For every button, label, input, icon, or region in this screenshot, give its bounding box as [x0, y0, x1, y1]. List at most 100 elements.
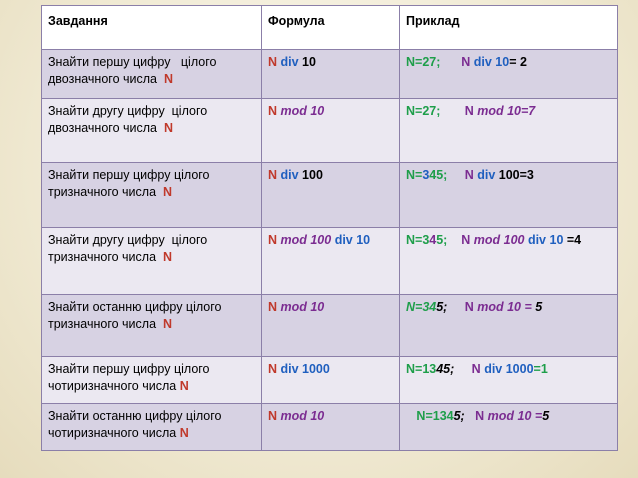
formula-segment: mod 100: [280, 233, 335, 247]
formula-segment: div 10: [334, 233, 371, 247]
example-segment: 4: [429, 233, 437, 247]
example-segment: N: [440, 55, 474, 69]
example-segment: mod 10 =: [487, 409, 543, 423]
example-segment: N: [454, 362, 485, 376]
formula-segment: N: [268, 362, 281, 376]
table-row: Знайти другу цифру цілого двозначного чис…: [41, 98, 618, 163]
task-variable: N: [162, 250, 173, 264]
formula-cell: N div 100: [261, 162, 400, 228]
task-line: чотиризначного числа: [48, 379, 180, 393]
example-cell: N=1345; N div 1000=1: [399, 356, 618, 404]
table-row: Знайти останню цифру цілого чотиризначног…: [41, 403, 618, 451]
example-segment: N: [464, 409, 488, 423]
example-segment: = 2: [509, 55, 527, 69]
formula-cell: N mod 10: [261, 294, 400, 357]
task-variable: N: [162, 185, 173, 199]
table-row: Знайти другу цифру цілого тризначного чис…: [41, 227, 618, 295]
formula-segment: N: [268, 409, 281, 423]
formula-cell: N div 1000: [261, 356, 400, 404]
task-variable: N: [179, 426, 189, 440]
formula-cell: N mod 100 div 10: [261, 227, 400, 295]
example-segment: 10: [491, 55, 510, 69]
table-row: Знайти першу цифру цілого тризначного чис…: [41, 162, 618, 228]
example-segment: N=34: [406, 300, 437, 314]
task-line: двозначного числа: [48, 121, 164, 135]
formula-segment: 100: [298, 168, 323, 182]
task-cell: Знайти другу цифру цілого тризначного чис…: [41, 227, 262, 295]
example-segment: 45;: [436, 362, 455, 376]
table-row: Знайти останню цифру цілого тризначного ч…: [41, 294, 618, 357]
formula-segment: 10: [298, 55, 316, 69]
formula-segment: div 1000: [280, 362, 330, 376]
task-line: Знайти останню цифру цілого: [48, 300, 222, 314]
task-cell: Знайти другу цифру цілого двозначного чис…: [41, 98, 262, 163]
formula-cell: N div 10: [261, 49, 400, 99]
formula-segment: mod 10: [280, 104, 325, 118]
task-line: Знайти першу цифру цілого: [48, 362, 210, 376]
task-line: Знайти першу цифру цілого: [48, 55, 217, 69]
task-variable: N: [162, 317, 173, 331]
formula-segment: N: [268, 233, 281, 247]
task-cell: Знайти першу цифру цілого тризначного чис…: [41, 162, 262, 228]
formula-segment: N: [268, 168, 281, 182]
example-segment: 45;: [429, 168, 448, 182]
task-line: чотиризначного числа: [48, 426, 180, 440]
example-segment: 5: [542, 409, 550, 423]
example-cell: N=345; N mod 100 div 10 =4: [399, 227, 618, 295]
example-segment: N: [447, 300, 478, 314]
formula-segment: N: [268, 104, 281, 118]
example-segment: div 10: [527, 233, 567, 247]
example-segment: 5;: [453, 409, 465, 423]
table-row: Знайти першу цифру цілого двозначного чис…: [41, 49, 618, 99]
task-line: Знайти першу цифру цілого: [48, 168, 210, 182]
example-segment: N=27;: [406, 55, 441, 69]
example-segment: N: [447, 233, 474, 247]
header-task: Завдання: [41, 5, 262, 50]
header-example: Приклад: [399, 5, 618, 50]
example-segment: N=: [406, 168, 423, 182]
task-line: Знайти другу цифру цілого: [48, 233, 208, 247]
example-cell: N=27; N mod 10=7: [399, 98, 618, 163]
formula-cell: N mod 10: [261, 403, 400, 451]
formula-segment: div: [280, 55, 299, 69]
formula-segment: mod 10: [280, 409, 325, 423]
example-segment: =4: [566, 233, 582, 247]
task-line: Знайти другу цифру цілого: [48, 104, 208, 118]
example-cell: N=27; N div 10= 2: [399, 49, 618, 99]
example-segment: N=13: [406, 362, 437, 376]
header-formula: Формула: [261, 5, 400, 50]
example-segment: N=3: [406, 233, 430, 247]
task-line: Знайти останню цифру цілого: [48, 409, 222, 423]
example-segment: N: [440, 104, 478, 118]
formula-cell: N mod 10: [261, 98, 400, 163]
example-segment: =1: [533, 362, 548, 376]
task-line: тризначного числа: [48, 185, 163, 199]
task-variable: N: [163, 72, 173, 86]
task-variable: N: [179, 379, 189, 393]
task-cell: Знайти останню цифру цілого чотиризначног…: [41, 403, 262, 451]
example-segment: mod 10=7: [477, 104, 536, 118]
table-row: Знайти першу цифру цілого чотиризначного …: [41, 356, 618, 404]
formula-segment: N: [268, 55, 281, 69]
example-segment: N=134: [406, 409, 454, 423]
formula-segment: N: [268, 300, 281, 314]
example-segment: mod 100: [473, 233, 528, 247]
example-segment: div 1000: [484, 362, 534, 376]
example-segment: 3: [422, 168, 430, 182]
example-segment: mod 10 =: [477, 300, 536, 314]
task-line: тризначного числа: [48, 250, 163, 264]
task-variable: N: [163, 121, 173, 135]
example-segment: N: [447, 168, 478, 182]
task-cell: Знайти першу цифру цілого двозначного чис…: [41, 49, 262, 99]
example-segment: 100=3: [495, 168, 534, 182]
header-row: Завдання Формула Приклад: [41, 5, 618, 50]
example-cell: N=1345; N mod 10 =5: [399, 403, 618, 451]
example-segment: N=27;: [406, 104, 441, 118]
example-segment: div: [477, 168, 496, 182]
example-segment: div: [473, 55, 492, 69]
example-segment: 5;: [436, 233, 448, 247]
example-segment: 5: [535, 300, 543, 314]
task-cell: Знайти останню цифру цілого тризначного ч…: [41, 294, 262, 357]
example-cell: N=345; N mod 10 = 5: [399, 294, 618, 357]
formula-segment: div: [280, 168, 299, 182]
